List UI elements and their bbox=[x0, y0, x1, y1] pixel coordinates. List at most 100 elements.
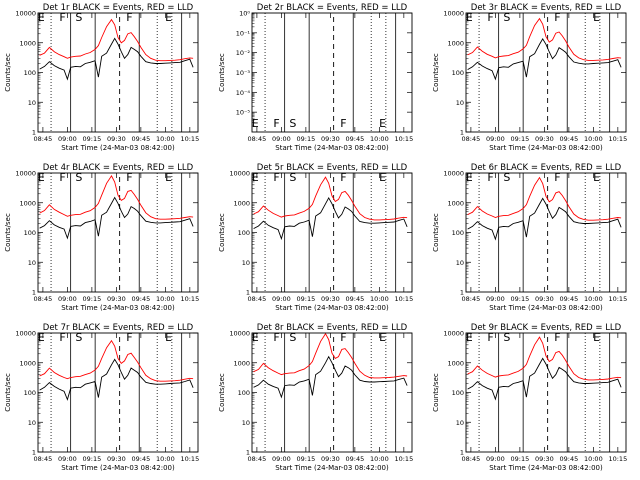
y-tick-label: 10⁻⁴ bbox=[236, 89, 251, 97]
y-tick-label: 10000 bbox=[15, 170, 36, 178]
panel-title: Det 8r BLACK = Events, RED = LLD bbox=[257, 323, 408, 333]
x-tick-label: 08:45 bbox=[462, 135, 481, 143]
state-marker: F bbox=[126, 171, 132, 184]
plot-frame bbox=[465, 12, 627, 133]
state-marker: F bbox=[273, 117, 279, 130]
y-axis-label: Counts/sec bbox=[432, 373, 440, 412]
plot-frame bbox=[251, 332, 413, 453]
x-tick-label: 10:15 bbox=[394, 295, 413, 303]
x-tick-label: 09:45 bbox=[345, 295, 364, 303]
state-marker: S bbox=[75, 11, 82, 24]
state-marker: F bbox=[126, 11, 132, 24]
x-axis-label: Start Time (24-Mar-03 08:42:00) bbox=[489, 464, 603, 472]
y-tick-label: 100 bbox=[24, 69, 36, 77]
panel-title: Det 4r BLACK = Events, RED = LLD bbox=[43, 163, 194, 173]
y-tick-label: 10 bbox=[28, 99, 36, 107]
state-marker: E bbox=[165, 171, 172, 184]
x-tick-label: 09:00 bbox=[272, 135, 291, 143]
state-marker: F bbox=[59, 171, 65, 184]
x-tick-label: 09:00 bbox=[58, 295, 77, 303]
y-tick-label: 1 bbox=[246, 289, 250, 297]
y-tick-label: 10 bbox=[242, 259, 250, 267]
y-axis-label: Counts/sec bbox=[218, 53, 226, 92]
series-events bbox=[39, 358, 194, 401]
plot-frame bbox=[251, 12, 413, 133]
y-tick-label: 1000 bbox=[447, 199, 464, 207]
state-marker: F bbox=[340, 331, 346, 344]
state-marker: E bbox=[593, 11, 600, 24]
state-marker: S bbox=[503, 331, 510, 344]
x-tick-label: 09:45 bbox=[559, 135, 578, 143]
y-tick-label: 1000 bbox=[19, 199, 36, 207]
x-tick-label: 10:15 bbox=[180, 295, 199, 303]
y-tick-label: 10⁰ bbox=[239, 10, 250, 18]
x-axis-label: Start Time (24-Mar-03 08:42:00) bbox=[61, 464, 175, 472]
series-lld bbox=[253, 176, 408, 221]
y-tick-label: 100 bbox=[452, 389, 464, 397]
x-tick-label: 08:45 bbox=[462, 455, 481, 463]
y-tick-label: 100 bbox=[24, 389, 36, 397]
x-tick-label: 09:00 bbox=[486, 455, 505, 463]
x-axis-label: Start Time (24-Mar-03 08:42:00) bbox=[275, 144, 389, 152]
panel-title: Det 6r BLACK = Events, RED = LLD bbox=[471, 163, 622, 173]
state-marker: F bbox=[487, 11, 493, 24]
x-tick-label: 09:15 bbox=[511, 455, 530, 463]
panel-title: Det 3r BLACK = Events, RED = LLD bbox=[471, 3, 622, 13]
x-tick-label: 09:15 bbox=[511, 135, 530, 143]
state-marker: S bbox=[75, 171, 82, 184]
panel-9: Det 9r BLACK = Events, RED = LLD 1 10 100 10… bbox=[432, 323, 627, 472]
state-marker: E bbox=[593, 171, 600, 184]
state-marker: E bbox=[252, 117, 259, 130]
series-events bbox=[467, 197, 622, 241]
state-marker: E bbox=[252, 331, 259, 344]
y-tick-label: 1 bbox=[32, 129, 36, 137]
x-axis-label: Start Time (24-Mar-03 08:42:00) bbox=[275, 304, 389, 312]
state-marker: E bbox=[379, 117, 386, 130]
y-axis-label: Counts/sec bbox=[4, 53, 12, 92]
y-tick-label: 10 bbox=[456, 419, 464, 427]
y-tick-label: 10⁻⁵ bbox=[236, 109, 251, 117]
y-tick-label: 10000 bbox=[15, 330, 36, 338]
x-tick-label: 09:45 bbox=[131, 295, 150, 303]
y-tick-label: 1000 bbox=[19, 359, 36, 367]
x-tick-label: 08:45 bbox=[248, 135, 267, 143]
y-axis-label: Counts/sec bbox=[4, 213, 12, 252]
plot-frame bbox=[465, 172, 627, 293]
y-tick-label: 10000 bbox=[229, 330, 250, 338]
x-tick-label: 10:00 bbox=[156, 295, 175, 303]
y-tick-label: 10⁻³ bbox=[236, 69, 251, 77]
y-tick-label: 1 bbox=[32, 289, 36, 297]
x-tick-label: 10:15 bbox=[394, 455, 413, 463]
series-lld bbox=[467, 336, 622, 381]
series-events bbox=[467, 357, 622, 401]
y-tick-label: 10000 bbox=[443, 10, 464, 18]
y-tick-label: 10 bbox=[456, 99, 464, 107]
plot-frame bbox=[37, 12, 199, 133]
panel-3: Det 3r BLACK = Events, RED = LLD 1 10 100 10… bbox=[432, 3, 627, 152]
x-tick-label: 09:30 bbox=[321, 295, 340, 303]
state-marker: F bbox=[59, 11, 65, 24]
x-tick-label: 09:15 bbox=[297, 135, 316, 143]
y-tick-label: 1 bbox=[32, 449, 36, 457]
y-axis-label: Counts/sec bbox=[4, 373, 12, 412]
series-events bbox=[253, 355, 408, 399]
y-axis-label: Counts/sec bbox=[432, 213, 440, 252]
series-events bbox=[39, 196, 194, 240]
x-tick-label: 10:00 bbox=[584, 135, 603, 143]
state-marker: E bbox=[38, 11, 45, 24]
y-tick-label: 10⁻¹ bbox=[236, 29, 251, 37]
x-tick-label: 09:30 bbox=[535, 295, 554, 303]
x-tick-label: 08:45 bbox=[248, 455, 267, 463]
state-marker: F bbox=[59, 331, 65, 344]
x-tick-label: 10:00 bbox=[156, 455, 175, 463]
panel-title: Det 5r BLACK = Events, RED = LLD bbox=[257, 163, 408, 173]
y-tick-label: 10 bbox=[28, 419, 36, 427]
x-tick-label: 09:00 bbox=[272, 455, 291, 463]
x-tick-label: 09:00 bbox=[486, 135, 505, 143]
state-marker: F bbox=[340, 117, 346, 130]
state-marker: F bbox=[126, 331, 132, 344]
x-tick-label: 08:45 bbox=[34, 295, 53, 303]
state-marker: F bbox=[273, 331, 279, 344]
state-marker: E bbox=[379, 171, 386, 184]
